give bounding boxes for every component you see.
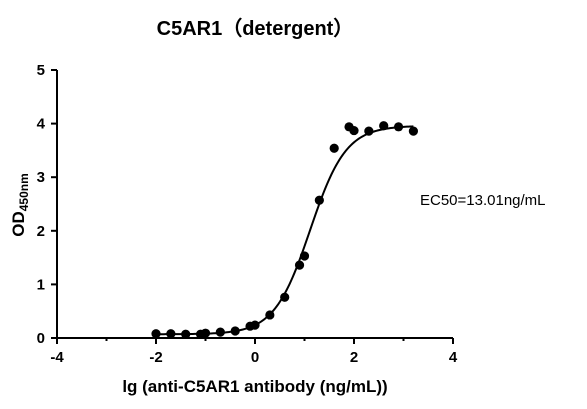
data-point	[166, 329, 176, 339]
y-tick-label: 2	[37, 223, 45, 240]
chart-title: C5AR1（detergent）	[157, 17, 354, 40]
data-point	[280, 292, 290, 302]
data-point	[364, 126, 374, 136]
y-axis-label-main: OD	[9, 211, 28, 237]
ticks: -4 -2 0 2 4 0 1 2 3 4 5	[37, 62, 458, 366]
y-tick-label: 3	[37, 169, 45, 186]
data-point	[181, 329, 191, 339]
data-points	[151, 121, 418, 339]
data-point	[329, 143, 339, 153]
data-point	[265, 310, 275, 320]
y-tick-label: 0	[37, 330, 45, 347]
fit-curve-layer	[156, 125, 414, 336]
x-tick-label: 4	[449, 349, 458, 366]
data-point	[230, 326, 240, 336]
x-axis-label: lg (anti-C5AR1 antibody (ng/mL))	[122, 377, 387, 396]
data-point	[250, 320, 260, 330]
y-tick-label: 5	[37, 62, 45, 79]
x-tick-label: 2	[350, 349, 358, 366]
x-tick-label: -4	[50, 349, 64, 366]
x-tick-label: -2	[149, 349, 162, 366]
fit-curve	[156, 125, 414, 336]
y-axis-label: OD450nm	[9, 173, 31, 237]
data-point	[349, 125, 359, 136]
data-point	[200, 328, 211, 338]
y-axis-label-sub: 450nm	[17, 173, 31, 211]
svg-text:OD450nm: OD450nm	[9, 173, 31, 237]
ec50-annotation: EC50=13.01ng/mL	[420, 192, 546, 209]
y-tick-label: 4	[37, 116, 46, 133]
data-point	[215, 327, 225, 337]
x-tick-label: 0	[251, 349, 259, 366]
data-point	[393, 122, 404, 132]
data-point	[408, 126, 418, 136]
data-point	[294, 260, 305, 270]
data-point	[299, 251, 310, 261]
data-point	[379, 121, 389, 131]
data-point	[314, 195, 324, 205]
data-point	[151, 329, 161, 339]
axes	[56, 70, 453, 339]
y-tick-label: 1	[37, 276, 45, 293]
